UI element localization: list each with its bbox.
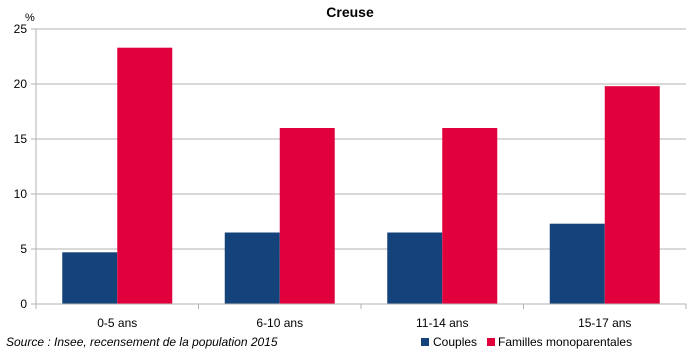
bar-familles-monoparentales-2 xyxy=(442,128,498,304)
bar-couples-2 xyxy=(387,232,443,304)
x-axis-ticks: 0-5 ans 6-10 ans 11-14 ans 15-17 ans xyxy=(35,304,687,330)
chart-title: Creuse xyxy=(326,4,374,20)
legend-label-familles-monoparentales: Familles monoparentales xyxy=(498,335,632,349)
source-note: Source : Insee, recensement de la popula… xyxy=(6,335,278,349)
y-tick-label: 20 xyxy=(14,77,28,91)
x-tick-label: 11-14 ans xyxy=(416,316,468,330)
legend: Couples Familles monoparentales xyxy=(421,335,632,349)
y-tick-label: 0 xyxy=(20,297,27,311)
bars xyxy=(62,47,660,304)
y-tick-label: 25 xyxy=(14,22,28,36)
bar-familles-monoparentales-3 xyxy=(604,86,660,304)
bar-familles-monoparentales-1 xyxy=(279,128,335,304)
bar-couples-1 xyxy=(224,232,280,304)
y-tick-label: 10 xyxy=(14,187,28,201)
legend-swatch-familles-monoparentales xyxy=(487,338,495,346)
bar-couples-3 xyxy=(549,223,605,304)
bar-familles-monoparentales-0 xyxy=(117,47,173,304)
x-tick-label: 0-5 ans xyxy=(97,316,137,330)
y-tick-label: 15 xyxy=(14,132,28,146)
y-axis-unit-label: % xyxy=(25,12,35,24)
x-tick-label: 15-17 ans xyxy=(578,316,631,330)
x-tick-label: 6-10 ans xyxy=(256,316,303,330)
bar-couples-0 xyxy=(62,252,118,304)
legend-label-couples: Couples xyxy=(433,335,477,349)
legend-swatch-couples xyxy=(421,338,429,346)
y-axis-ticks: 0 5 10 15 20 25 xyxy=(14,22,36,311)
y-tick-label: 5 xyxy=(20,242,27,256)
